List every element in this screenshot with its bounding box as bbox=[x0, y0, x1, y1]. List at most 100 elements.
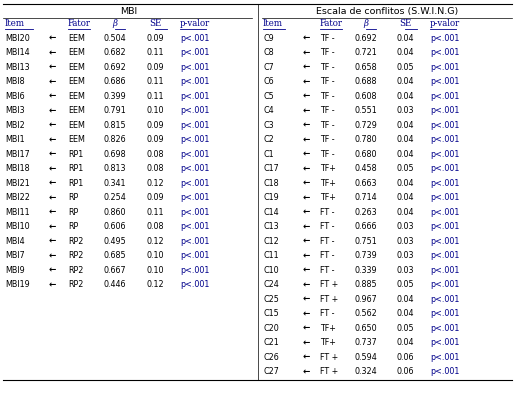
Text: 0.815: 0.815 bbox=[104, 121, 126, 130]
Text: RP2: RP2 bbox=[68, 251, 84, 260]
Text: FT -: FT - bbox=[320, 222, 334, 231]
Text: p<.001: p<.001 bbox=[180, 135, 209, 144]
Text: FT +: FT + bbox=[320, 353, 338, 362]
Text: β: β bbox=[363, 19, 368, 29]
Text: ←: ← bbox=[49, 280, 56, 289]
Text: ←: ← bbox=[302, 121, 310, 130]
Text: ←: ← bbox=[49, 63, 56, 72]
Text: C26: C26 bbox=[263, 353, 279, 362]
Text: p<.001: p<.001 bbox=[180, 63, 209, 72]
Text: 0.739: 0.739 bbox=[354, 251, 377, 260]
Text: ←: ← bbox=[49, 208, 56, 217]
Text: RP: RP bbox=[68, 222, 78, 231]
Text: EEM: EEM bbox=[68, 106, 85, 115]
Text: ←: ← bbox=[302, 280, 310, 289]
Text: MBI3: MBI3 bbox=[5, 106, 25, 115]
Text: ←: ← bbox=[302, 179, 310, 188]
Text: β: β bbox=[112, 19, 118, 29]
Text: ←: ← bbox=[49, 193, 56, 202]
Text: ←: ← bbox=[49, 179, 56, 188]
Text: 0.04: 0.04 bbox=[396, 121, 414, 130]
Text: 0.698: 0.698 bbox=[104, 150, 126, 159]
Text: C21: C21 bbox=[263, 338, 279, 347]
Text: Item: Item bbox=[5, 19, 25, 29]
Text: p<.001: p<.001 bbox=[430, 150, 459, 159]
Text: 0.04: 0.04 bbox=[396, 208, 414, 217]
Text: ←: ← bbox=[302, 193, 310, 202]
Text: p-valor: p-valor bbox=[180, 19, 210, 29]
Text: p<.001: p<.001 bbox=[180, 121, 209, 130]
Text: TF+: TF+ bbox=[320, 324, 336, 333]
Text: 0.03: 0.03 bbox=[396, 106, 414, 115]
Text: 0.12: 0.12 bbox=[146, 237, 164, 246]
Text: 0.562: 0.562 bbox=[354, 309, 377, 318]
Text: 0.09: 0.09 bbox=[146, 34, 164, 43]
Text: RP1: RP1 bbox=[68, 179, 83, 188]
Text: ←: ← bbox=[302, 106, 310, 115]
Text: p<.001: p<.001 bbox=[180, 92, 209, 101]
Text: RP2: RP2 bbox=[68, 280, 84, 289]
Text: MBI: MBI bbox=[120, 7, 137, 16]
Text: 0.721: 0.721 bbox=[354, 48, 377, 57]
Text: p<.001: p<.001 bbox=[430, 34, 459, 43]
Text: C7: C7 bbox=[263, 63, 274, 72]
Text: EEM: EEM bbox=[68, 77, 85, 86]
Text: 0.11: 0.11 bbox=[146, 48, 164, 57]
Text: ←: ← bbox=[49, 77, 56, 86]
Text: 0.682: 0.682 bbox=[104, 48, 126, 57]
Text: ←: ← bbox=[49, 48, 56, 57]
Text: C24: C24 bbox=[263, 280, 279, 289]
Text: p<.001: p<.001 bbox=[430, 324, 459, 333]
Text: Item: Item bbox=[263, 19, 283, 29]
Text: 0.11: 0.11 bbox=[146, 77, 164, 86]
Text: 0.04: 0.04 bbox=[396, 150, 414, 159]
Text: FT -: FT - bbox=[320, 237, 334, 246]
Text: p-valor: p-valor bbox=[430, 19, 460, 29]
Text: 0.885: 0.885 bbox=[354, 280, 377, 289]
Text: RP1: RP1 bbox=[68, 164, 83, 173]
Text: p<.001: p<.001 bbox=[430, 309, 459, 318]
Text: 0.729: 0.729 bbox=[354, 121, 377, 130]
Text: ←: ← bbox=[49, 251, 56, 260]
Text: ←: ← bbox=[49, 222, 56, 231]
Text: ←: ← bbox=[49, 106, 56, 115]
Text: 0.714: 0.714 bbox=[354, 193, 377, 202]
Text: MBI17: MBI17 bbox=[5, 150, 30, 159]
Text: ←: ← bbox=[302, 309, 310, 318]
Text: 0.04: 0.04 bbox=[396, 48, 414, 57]
Text: 0.692: 0.692 bbox=[104, 63, 126, 72]
Text: p<.001: p<.001 bbox=[180, 179, 209, 188]
Text: C19: C19 bbox=[263, 193, 279, 202]
Text: 0.04: 0.04 bbox=[396, 34, 414, 43]
Text: p<.001: p<.001 bbox=[430, 92, 459, 101]
Text: ←: ← bbox=[49, 266, 56, 275]
Text: 0.446: 0.446 bbox=[104, 280, 126, 289]
Text: MBI20: MBI20 bbox=[5, 34, 30, 43]
Text: MBI18: MBI18 bbox=[5, 164, 29, 173]
Text: p<.001: p<.001 bbox=[430, 237, 459, 246]
Text: 0.04: 0.04 bbox=[396, 135, 414, 144]
Text: C2: C2 bbox=[263, 135, 274, 144]
Text: 0.12: 0.12 bbox=[146, 280, 164, 289]
Text: p<.001: p<.001 bbox=[430, 179, 459, 188]
Text: p<.001: p<.001 bbox=[430, 353, 459, 362]
Text: p<.001: p<.001 bbox=[430, 164, 459, 173]
Text: 0.03: 0.03 bbox=[396, 222, 414, 231]
Text: C11: C11 bbox=[263, 251, 279, 260]
Text: 0.12: 0.12 bbox=[146, 179, 164, 188]
Text: Escala de conflitos (S.W.I.N.G): Escala de conflitos (S.W.I.N.G) bbox=[316, 7, 459, 16]
Text: C18: C18 bbox=[263, 179, 279, 188]
Text: TF -: TF - bbox=[320, 150, 334, 159]
Text: RP: RP bbox=[68, 208, 78, 217]
Text: ←: ← bbox=[49, 135, 56, 144]
Text: ←: ← bbox=[302, 34, 310, 43]
Text: 0.09: 0.09 bbox=[146, 121, 164, 130]
Text: 0.10: 0.10 bbox=[146, 266, 164, 275]
Text: TF -: TF - bbox=[320, 121, 334, 130]
Text: p<.001: p<.001 bbox=[180, 193, 209, 202]
Text: 0.594: 0.594 bbox=[354, 353, 377, 362]
Text: ←: ← bbox=[49, 34, 56, 43]
Text: C10: C10 bbox=[263, 266, 279, 275]
Text: 0.339: 0.339 bbox=[354, 266, 377, 275]
Text: ←: ← bbox=[302, 353, 310, 362]
